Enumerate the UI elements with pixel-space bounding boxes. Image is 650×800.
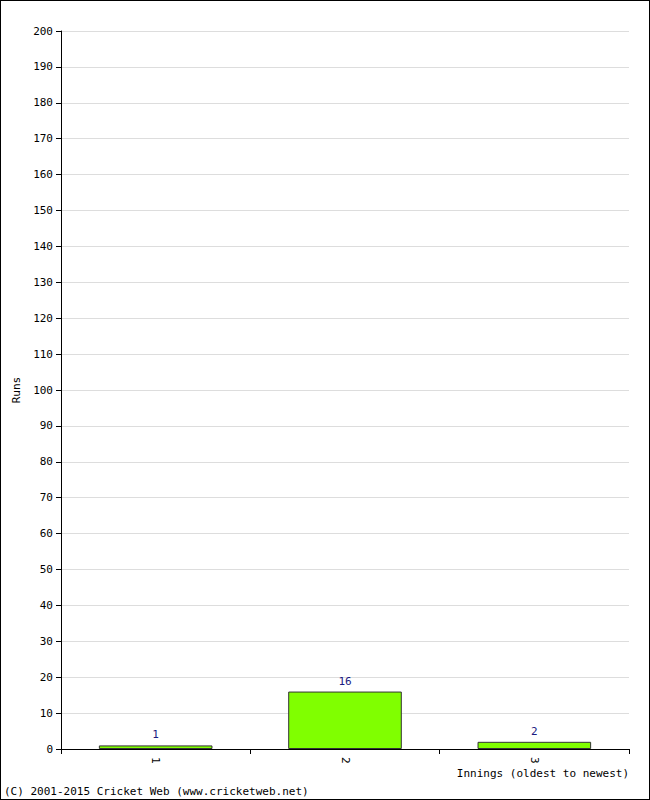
svg-text:70: 70 [40, 491, 53, 504]
svg-text:16: 16 [338, 675, 351, 688]
svg-text:110: 110 [33, 348, 53, 361]
svg-text:140: 140 [33, 240, 53, 253]
svg-text:200: 200 [33, 25, 53, 38]
svg-text:160: 160 [33, 168, 53, 181]
svg-text:120: 120 [33, 312, 53, 325]
svg-text:80: 80 [40, 455, 53, 468]
svg-text:180: 180 [33, 96, 53, 109]
svg-text:130: 130 [33, 276, 53, 289]
svg-text:0: 0 [46, 743, 53, 756]
svg-text:190: 190 [33, 60, 53, 73]
svg-text:2: 2 [339, 757, 352, 764]
svg-text:100: 100 [33, 384, 53, 397]
svg-text:90: 90 [40, 419, 53, 432]
svg-text:2: 2 [531, 725, 538, 738]
svg-text:Runs: Runs [10, 377, 23, 404]
svg-text:10: 10 [40, 707, 53, 720]
svg-text:50: 50 [40, 563, 53, 576]
svg-text:3: 3 [528, 757, 541, 764]
svg-text:1: 1 [149, 757, 162, 764]
svg-text:170: 170 [33, 132, 53, 145]
svg-text:Innings (oldest to newest): Innings (oldest to newest) [457, 767, 629, 780]
svg-text:40: 40 [40, 599, 53, 612]
svg-text:1: 1 [152, 728, 159, 741]
svg-text:(C) 2001-2015 Cricket Web (www: (C) 2001-2015 Cricket Web (www.cricketwe… [4, 785, 309, 798]
svg-text:150: 150 [33, 204, 53, 217]
svg-text:30: 30 [40, 635, 53, 648]
svg-text:20: 20 [40, 671, 53, 684]
svg-text:60: 60 [40, 527, 53, 540]
